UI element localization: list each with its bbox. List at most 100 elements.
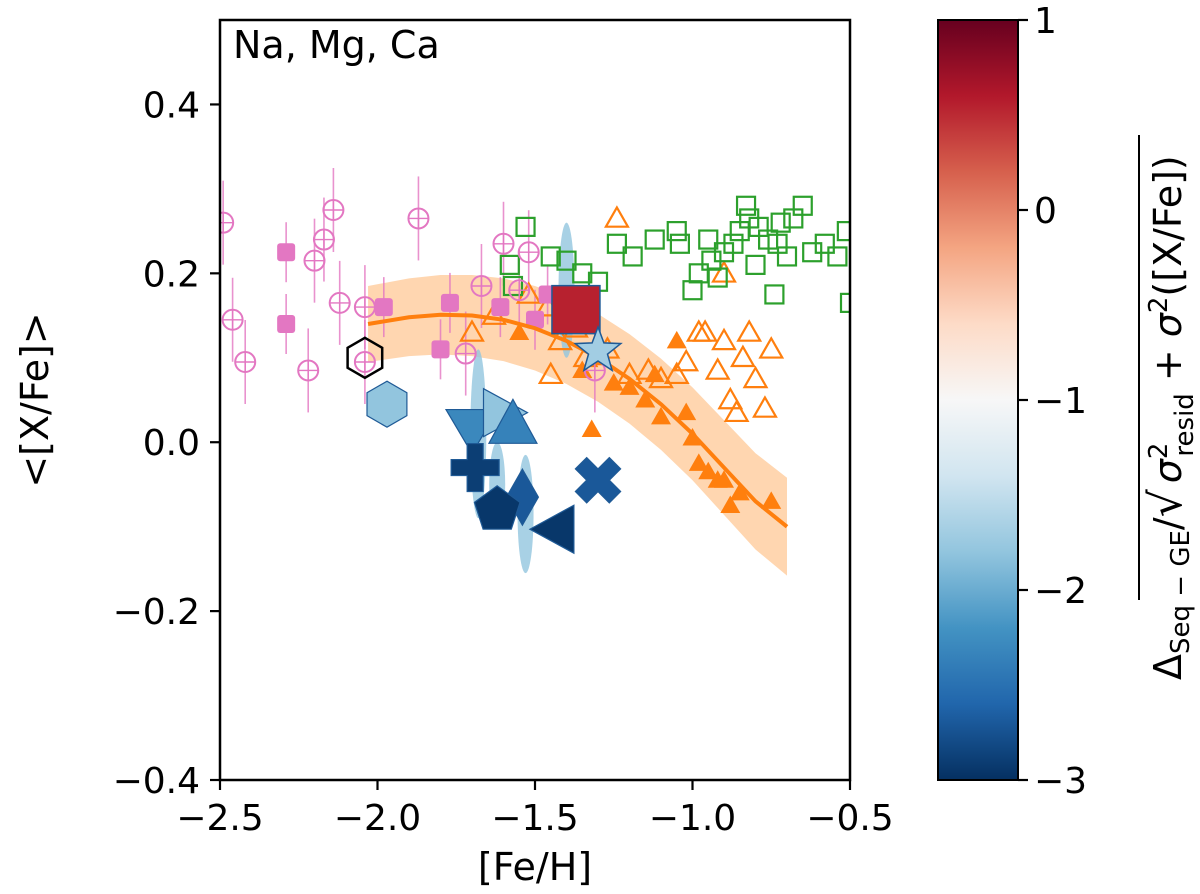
pink-circle-cross	[354, 297, 375, 318]
green-open-square	[764, 284, 785, 305]
green-open-square	[606, 233, 628, 254]
x-axis-label: [Fe/H]	[478, 845, 592, 889]
green-open-square	[770, 212, 791, 233]
green-open-square	[515, 216, 536, 237]
colorbar-ticks: 1 0 −1 −2 −3	[1018, 1, 1087, 802]
marker-plus	[450, 442, 500, 493]
orange-open-triangle	[711, 260, 737, 283]
x-tick-label: −1.0	[649, 798, 736, 839]
y-axis-ticks: −0.4 −0.2 0.0 0.2 0.4	[113, 85, 220, 802]
green-open-square	[540, 246, 561, 267]
green-open-square	[622, 246, 643, 267]
orange-open-triangle	[752, 395, 778, 418]
x-tick-label: −2.0	[334, 798, 421, 839]
green-open-square	[698, 229, 719, 250]
orange-open-triangle	[730, 344, 756, 368]
green-open-square	[735, 195, 757, 216]
x-tick-label: −0.5	[806, 798, 893, 839]
orange-filled-triangle	[729, 482, 750, 501]
pink-circle-cross	[493, 233, 514, 254]
pink-circle-cross	[509, 280, 530, 301]
pink-circle-cross	[408, 208, 429, 229]
pink-circle-cross	[304, 250, 325, 271]
orange-filled-triangle	[572, 360, 593, 378]
orange-open-triangle	[717, 386, 744, 410]
orange-open-triangle	[673, 348, 700, 372]
orange-open-triangle	[736, 319, 763, 342]
orange-filled-triangle	[581, 419, 602, 438]
marker-pentagon	[473, 485, 521, 530]
green-open-square	[723, 233, 744, 254]
green-open-square	[839, 292, 850, 313]
green-open-square	[814, 233, 835, 254]
marker-square	[551, 284, 601, 335]
orange-open-triangle	[758, 336, 785, 359]
pink-filled-square	[374, 298, 393, 317]
green-open-square	[669, 233, 691, 254]
green-open-square	[745, 254, 766, 275]
fit-confidence-band	[368, 275, 787, 576]
pink-filled-square	[440, 293, 459, 312]
orange-open-triangle	[459, 319, 485, 342]
marker-x-shape	[574, 456, 622, 504]
x-tick-label: −1.5	[491, 798, 578, 839]
orange-open-triangle	[742, 365, 769, 389]
marker-x	[574, 456, 622, 504]
pink-circle-cross	[220, 212, 234, 233]
green-open-square	[556, 250, 577, 271]
orange-filled-triangle	[603, 373, 624, 391]
orange-filled-triangle	[509, 322, 530, 340]
orange-open-triangle	[635, 357, 662, 380]
pink-circle-cross	[518, 242, 539, 263]
green-open-square	[707, 267, 728, 288]
green-open-square	[688, 263, 709, 284]
colorbar-label: ΔSeq − GE/√σ2resid + σ2([X/Fe])	[1138, 135, 1200, 680]
y-tick-label: 0.2	[143, 254, 200, 295]
green-open-square	[682, 280, 703, 301]
orange-open-triangle	[604, 205, 630, 228]
orange-filled-triangle	[651, 406, 671, 425]
colorbar-tick-label: −3	[1034, 761, 1087, 802]
orange-filled-triangle	[720, 495, 741, 514]
y-axis-label: <[X/Fe]>	[13, 312, 57, 487]
pink-filled-square	[277, 315, 296, 333]
plot-content	[220, 168, 850, 576]
orange-filled-triangle	[676, 402, 697, 421]
orange-open-triangle	[663, 361, 690, 385]
green-open-square	[499, 254, 520, 275]
pink-circle-cross	[354, 352, 375, 372]
green-open-square	[827, 246, 848, 267]
y-tick-label: 0.0	[143, 423, 200, 464]
pink-filled-square	[277, 243, 296, 262]
x-axis-ticks: −2.5 −2.0 −1.5 −1.0 −0.5	[176, 780, 894, 839]
orange-open-triangle	[515, 281, 542, 304]
orange-open-triangle	[537, 361, 564, 385]
green-open-square	[644, 229, 665, 250]
pink-circle-cross	[222, 309, 243, 330]
pink-circle-cross	[329, 292, 350, 313]
orange-open-triangle	[723, 399, 750, 423]
orange-filled-triangle	[698, 461, 719, 480]
orange-filled-triangle	[714, 470, 734, 488]
green-open-square	[792, 195, 813, 216]
colorbar-tick-label: 0	[1034, 191, 1057, 232]
green-open-square	[502, 275, 524, 297]
pink-circle-cross	[298, 360, 319, 381]
green-open-square	[776, 246, 798, 267]
colorbar-tick-label: −2	[1034, 571, 1087, 612]
orange-filled-triangle	[635, 390, 656, 408]
panel-annotation: Na, Mg, Ca	[233, 23, 440, 67]
marker-triangle-up	[487, 398, 538, 444]
pink-circle-cross	[455, 343, 476, 364]
pink-filled-square	[526, 310, 544, 329]
marker-hexagon-open-black	[346, 336, 384, 380]
marker-triangle-left	[528, 504, 575, 555]
colorbar-tick-label: 1	[1034, 1, 1057, 42]
pink-circle-cross	[235, 352, 256, 372]
y-tick-label: −0.2	[113, 592, 200, 633]
y-tick-label: 0.4	[143, 85, 200, 126]
pink-circle-cross	[323, 200, 344, 220]
y-tick-label: −0.4	[113, 761, 200, 802]
orange-filled-triangle	[666, 330, 687, 349]
